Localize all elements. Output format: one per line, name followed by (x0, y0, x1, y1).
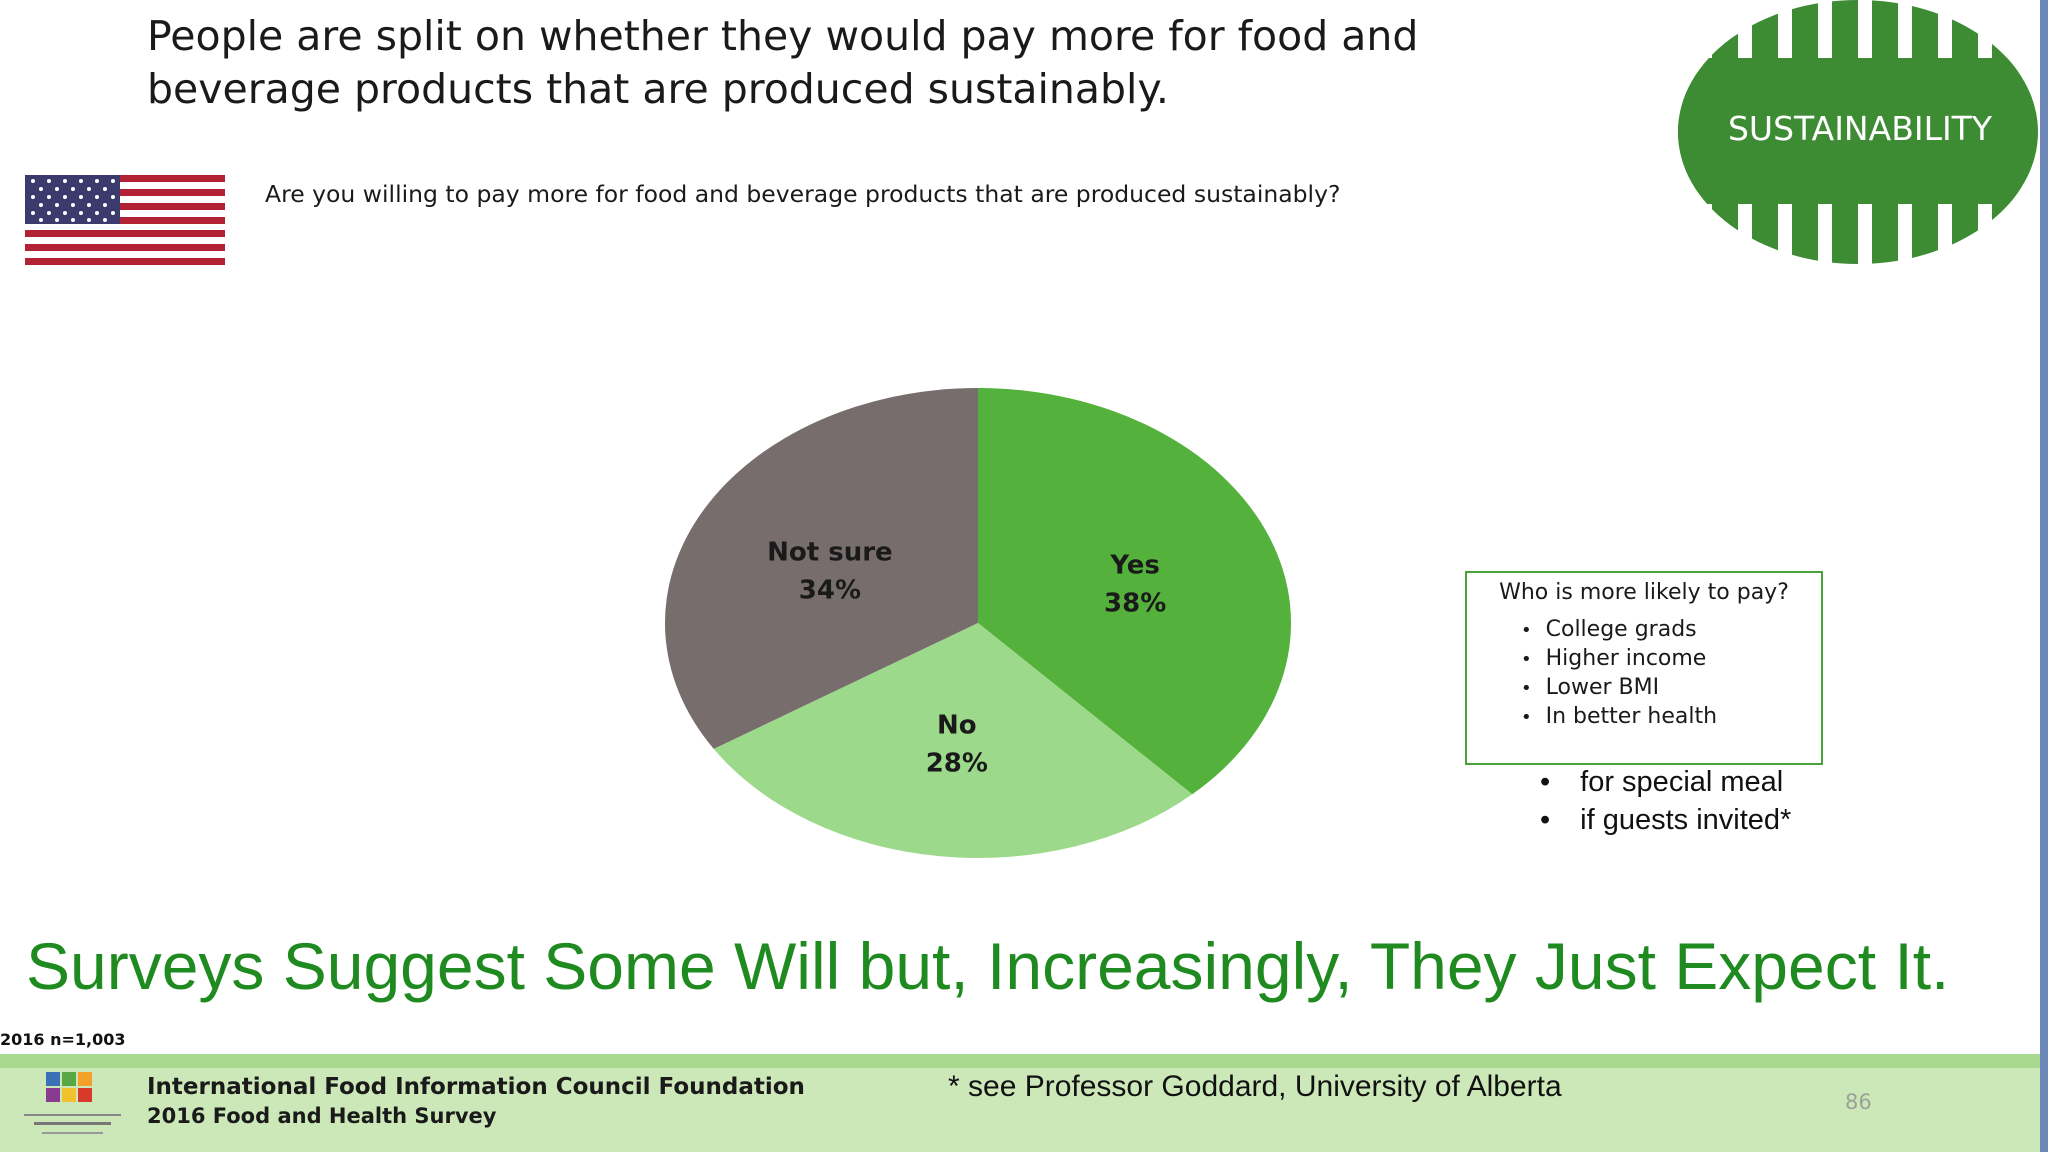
ific-logo-icon (24, 1072, 121, 1134)
sample-size: 2016 n=1,003 (0, 1030, 126, 1049)
badge-stripes (1678, 0, 2038, 264)
pie-value-label: 38% (1104, 589, 1166, 619)
callout-title: Who is more likely to pay? (1499, 580, 1789, 605)
pie-value-label: 34% (799, 575, 861, 605)
footer-note: * see Professor Goddard, University of A… (948, 1070, 1562, 1103)
callout-box: Who is more likely to pay? College grads… (1465, 571, 1823, 765)
pie-slice-no (713, 623, 1193, 858)
pie-slice-yes (978, 388, 1291, 795)
pie-label: Yes (1109, 551, 1160, 581)
callout-list: College grads Higher income Lower BMI In… (1467, 616, 1821, 732)
extra-item: if guests invited* (1540, 801, 1791, 839)
callout-item: Higher income (1546, 645, 1821, 674)
badge-text: SUSTAINABILITY (1728, 109, 1993, 148)
callout-item: College grads (1546, 616, 1821, 645)
us-flag-icon (25, 175, 225, 265)
slide-title: People are split on whether they would p… (147, 12, 1419, 113)
pie-slice-not-sure (665, 388, 978, 749)
flag-stars (31, 179, 115, 222)
flag-canton (25, 175, 120, 224)
extra-item: for special meal (1540, 763, 1791, 801)
headline: Surveys Suggest Some Will but, Increasin… (26, 929, 1950, 1003)
flag-stripes (25, 175, 225, 265)
pie-chart: Yes 38% No 28% Not sure 34% (665, 388, 1291, 858)
survey-question: Are you willing to pay more for food and… (265, 180, 1341, 208)
footer-org: International Food Information Council F… (147, 1074, 805, 1100)
callout-item: In better health (1546, 703, 1821, 732)
footer-survey: 2016 Food and Health Survey (147, 1104, 497, 1128)
pie-label: No (937, 711, 977, 741)
extra-list: for special meal if guests invited* (1540, 763, 1791, 839)
slide-edge (2040, 0, 2048, 1152)
footer: International Food Information Council F… (0, 1054, 2040, 1152)
pie-value-label: 28% (926, 749, 988, 779)
callout-item: Lower BMI (1546, 674, 1821, 703)
sustainability-badge: SUSTAINABILITY (1678, 0, 2038, 264)
page-number: 86 (1845, 1090, 1872, 1114)
pie-label: Not sure (767, 537, 893, 567)
